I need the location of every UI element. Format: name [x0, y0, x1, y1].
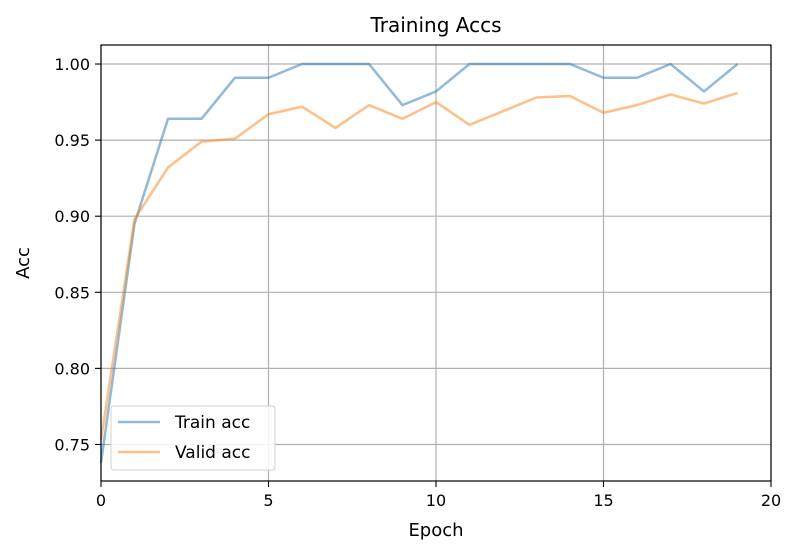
x-tick-label: 20: [761, 491, 781, 510]
y-tick-label: 0.90: [54, 207, 90, 226]
y-tick-label: 0.95: [54, 131, 90, 150]
series-line-valid-acc: [99, 91, 738, 441]
x-axis: 0 5 10 15 20: [96, 481, 781, 510]
x-axis-label: Epoch: [408, 520, 463, 541]
chart-title: Training Accs: [369, 13, 501, 37]
x-tick-label: 15: [593, 491, 613, 510]
legend-valid-acc-label: Valid acc: [175, 443, 250, 463]
y-tick-label: 0.80: [54, 359, 90, 378]
y-tick-label: 1.00: [54, 55, 90, 74]
x-tick-label: 5: [263, 491, 273, 510]
y-axis: 0.75 0.80 0.85 0.90 0.95 1.00: [54, 55, 101, 454]
legend-train-acc-label: Train acc: [174, 413, 250, 433]
y-tick-label: 0.75: [54, 435, 90, 454]
y-tick-label: 0.85: [54, 283, 90, 302]
series-line-train-acc: [99, 62, 739, 463]
x-tick-label: 0: [96, 491, 106, 510]
series-lines: [99, 62, 739, 463]
y-axis-label: Acc: [13, 247, 34, 279]
legend: Train acc Valid acc: [110, 405, 276, 471]
x-tick-label: 10: [426, 491, 446, 510]
